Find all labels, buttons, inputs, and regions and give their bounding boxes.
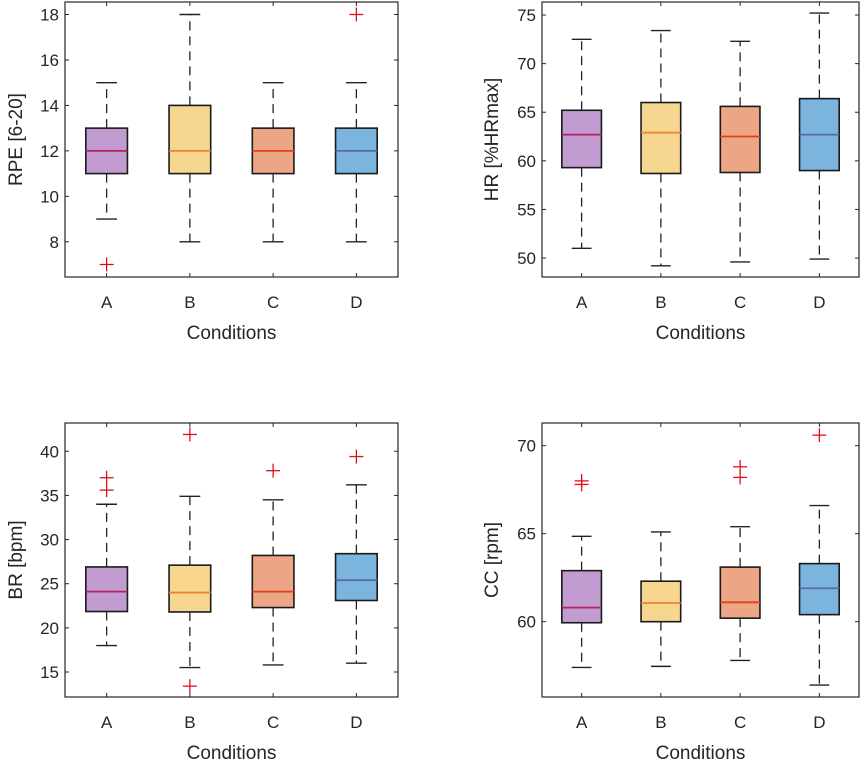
y-tick-label: 70 — [517, 437, 536, 456]
outlier-marker — [574, 473, 589, 488]
box-D — [798, 428, 840, 686]
y-tick-label: 40 — [40, 442, 59, 461]
y-tick-label: 8 — [50, 233, 59, 252]
axes-frame — [64, 1, 399, 278]
outlier-marker — [99, 257, 114, 272]
box-B — [640, 531, 682, 668]
iqr-box — [719, 566, 761, 619]
x-tick-label: C — [734, 293, 746, 312]
y-tick-label: 50 — [517, 249, 536, 268]
y-tick-label: 10 — [40, 187, 59, 206]
iqr-box — [168, 564, 212, 613]
box-B — [168, 13, 212, 243]
x-tick-label: B — [655, 293, 666, 312]
y-tick-label: 18 — [40, 6, 59, 25]
x-tick-label: A — [576, 713, 588, 732]
x-axis-label: Conditions — [187, 323, 277, 344]
outlier-marker — [266, 463, 281, 478]
x-tick-label: B — [184, 293, 195, 312]
iqr-box — [719, 105, 761, 174]
x-axis-label: Conditions — [656, 323, 746, 344]
y-axis-label: CC [rpm] — [482, 522, 503, 598]
y-tick-label: 14 — [40, 96, 59, 115]
x-axis-label: Conditions — [187, 743, 277, 764]
outlier-marker — [182, 427, 197, 442]
y-axis-label: RPE [6-20] — [6, 93, 27, 186]
box-C — [719, 459, 761, 662]
x-tick-label: C — [267, 293, 279, 312]
y-tick-label: 30 — [40, 531, 59, 550]
x-tick-label: D — [813, 293, 825, 312]
iqr-box — [85, 566, 129, 613]
x-tick-label: A — [101, 713, 113, 732]
axes-frame — [64, 422, 399, 698]
y-tick-label: 65 — [517, 103, 536, 122]
y-tick-label: 20 — [40, 619, 59, 638]
y-tick-label: 65 — [517, 525, 536, 544]
iqr-box — [334, 552, 378, 602]
y-tick-label: 12 — [40, 142, 59, 161]
y-tick-label: 60 — [517, 613, 536, 632]
outlier-marker — [99, 483, 114, 498]
x-tick-label: D — [813, 713, 825, 732]
box-B — [640, 29, 682, 267]
y-tick-label: 70 — [517, 55, 536, 74]
y-tick-label: 15 — [40, 663, 59, 682]
x-axis-label: Conditions — [656, 743, 746, 764]
outlier-marker — [349, 449, 364, 464]
iqr-box — [640, 580, 682, 623]
y-tick-label: 35 — [40, 486, 59, 505]
box-C — [251, 463, 295, 666]
x-tick-label: A — [576, 293, 588, 312]
y-axis-label: BR [bpm] — [6, 520, 27, 599]
y-tick-label: 60 — [517, 152, 536, 171]
y-tick-label: 16 — [40, 51, 59, 70]
box-D — [334, 7, 378, 243]
axes-frame — [541, 1, 860, 278]
outlier-marker — [812, 428, 827, 443]
box-D — [798, 12, 840, 260]
iqr-box — [251, 554, 295, 609]
iqr-box — [561, 109, 603, 169]
x-tick-label: D — [350, 713, 362, 732]
box-A — [85, 81, 129, 272]
x-tick-label: B — [655, 713, 666, 732]
box-C — [719, 40, 761, 263]
y-axis-label: HR [%HRmax] — [482, 78, 503, 202]
x-tick-label: C — [267, 713, 279, 732]
axes-frame — [541, 422, 860, 698]
outlier-marker — [99, 470, 114, 485]
iqr-box — [640, 101, 682, 175]
box-C — [251, 81, 295, 243]
box-B — [168, 427, 212, 694]
y-tick-label: 55 — [517, 200, 536, 219]
box-A — [561, 473, 603, 669]
panel-hr: 50 55 60 65 70 75 A B C D Conditions HR [%HRmax] — [482, 1, 860, 344]
panel-br: 15 20 25 30 35 40 A B C D Conditions BR [bpm] — [6, 422, 399, 764]
y-tick-label: 25 — [40, 575, 59, 594]
x-tick-label: C — [734, 713, 746, 732]
iqr-box — [168, 104, 212, 175]
outlier-marker — [733, 459, 748, 474]
outlier-marker — [349, 7, 364, 22]
panel-cc: 60 65 70 A B C D Conditions CC [rpm] — [482, 422, 860, 764]
panel-rpe: 8 10 12 14 16 18 A B C D Conditions RPE [6-20] — [6, 1, 399, 344]
y-tick-label: 75 — [517, 6, 536, 25]
x-tick-label: D — [350, 293, 362, 312]
x-tick-label: B — [184, 713, 195, 732]
box-A — [85, 470, 129, 647]
outlier-marker — [182, 679, 197, 694]
iqr-box — [561, 569, 603, 624]
box-A — [561, 38, 603, 250]
box-D — [334, 449, 378, 664]
x-tick-label: A — [101, 293, 113, 312]
